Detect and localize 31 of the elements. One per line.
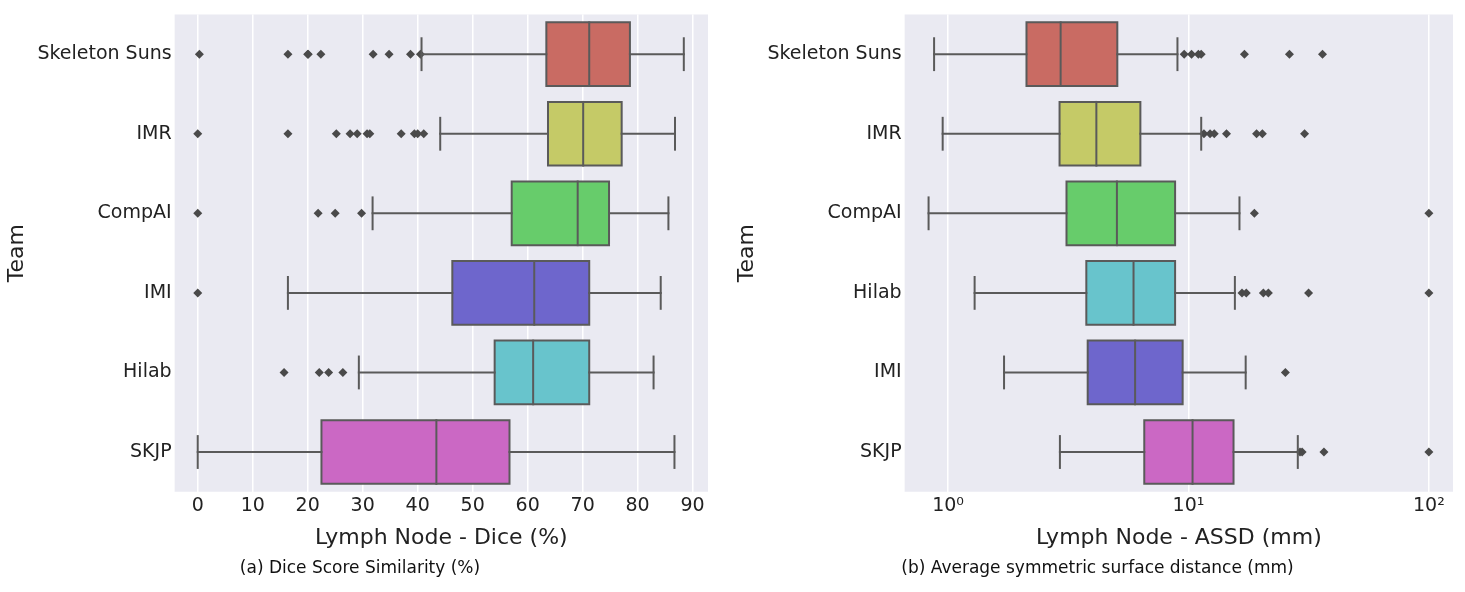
x-tick-label: 40 (405, 493, 430, 516)
x-tick-label: 0 (191, 493, 204, 516)
x-tick-label: 90 (680, 493, 705, 516)
x-tick-label: 10¹ (1172, 493, 1205, 516)
y-tick-label: SKJP (860, 438, 902, 461)
y-tick-label: Hilab (853, 279, 902, 302)
y-tick-label: IMR (136, 120, 172, 143)
y-tick-label: Skeleton Suns (37, 41, 172, 64)
x-tick-label: 70 (570, 493, 595, 516)
x-tick-label: 30 (350, 493, 375, 516)
y-axis-title: Team (732, 224, 758, 284)
y-tick-label: IMR (866, 120, 902, 143)
y-tick-label: SKJP (130, 438, 172, 461)
y-tick-label: CompAI (97, 200, 172, 223)
text: (a) Dice Score Similarity (%) (239, 557, 481, 577)
y-tick-label: Skeleton Suns (767, 41, 902, 64)
x-tick-label: 10 (240, 493, 265, 516)
x-tick-label: 50 (460, 493, 485, 516)
y-axis-title: Team (2, 224, 28, 284)
x-tick-label: 80 (625, 493, 650, 516)
y-tick-label: CompAI (827, 200, 902, 223)
y-tick-label: IMI (144, 279, 172, 302)
x-axis-title: Lymph Node - Dice (%) (314, 523, 568, 549)
x-tick-label: 10² (1412, 493, 1445, 516)
x-tick-label: 60 (515, 493, 540, 516)
x-axis-title: Lymph Node - ASSD (mm) (1035, 523, 1322, 549)
y-tick-label: IMI (874, 359, 902, 382)
x-tick-label: 20 (295, 493, 320, 516)
x-tick-label: 10⁰ (932, 493, 964, 516)
y-tick-label: Hilab (123, 359, 172, 382)
text: (b) Average symmetric surface distance (mm) (901, 557, 1294, 577)
